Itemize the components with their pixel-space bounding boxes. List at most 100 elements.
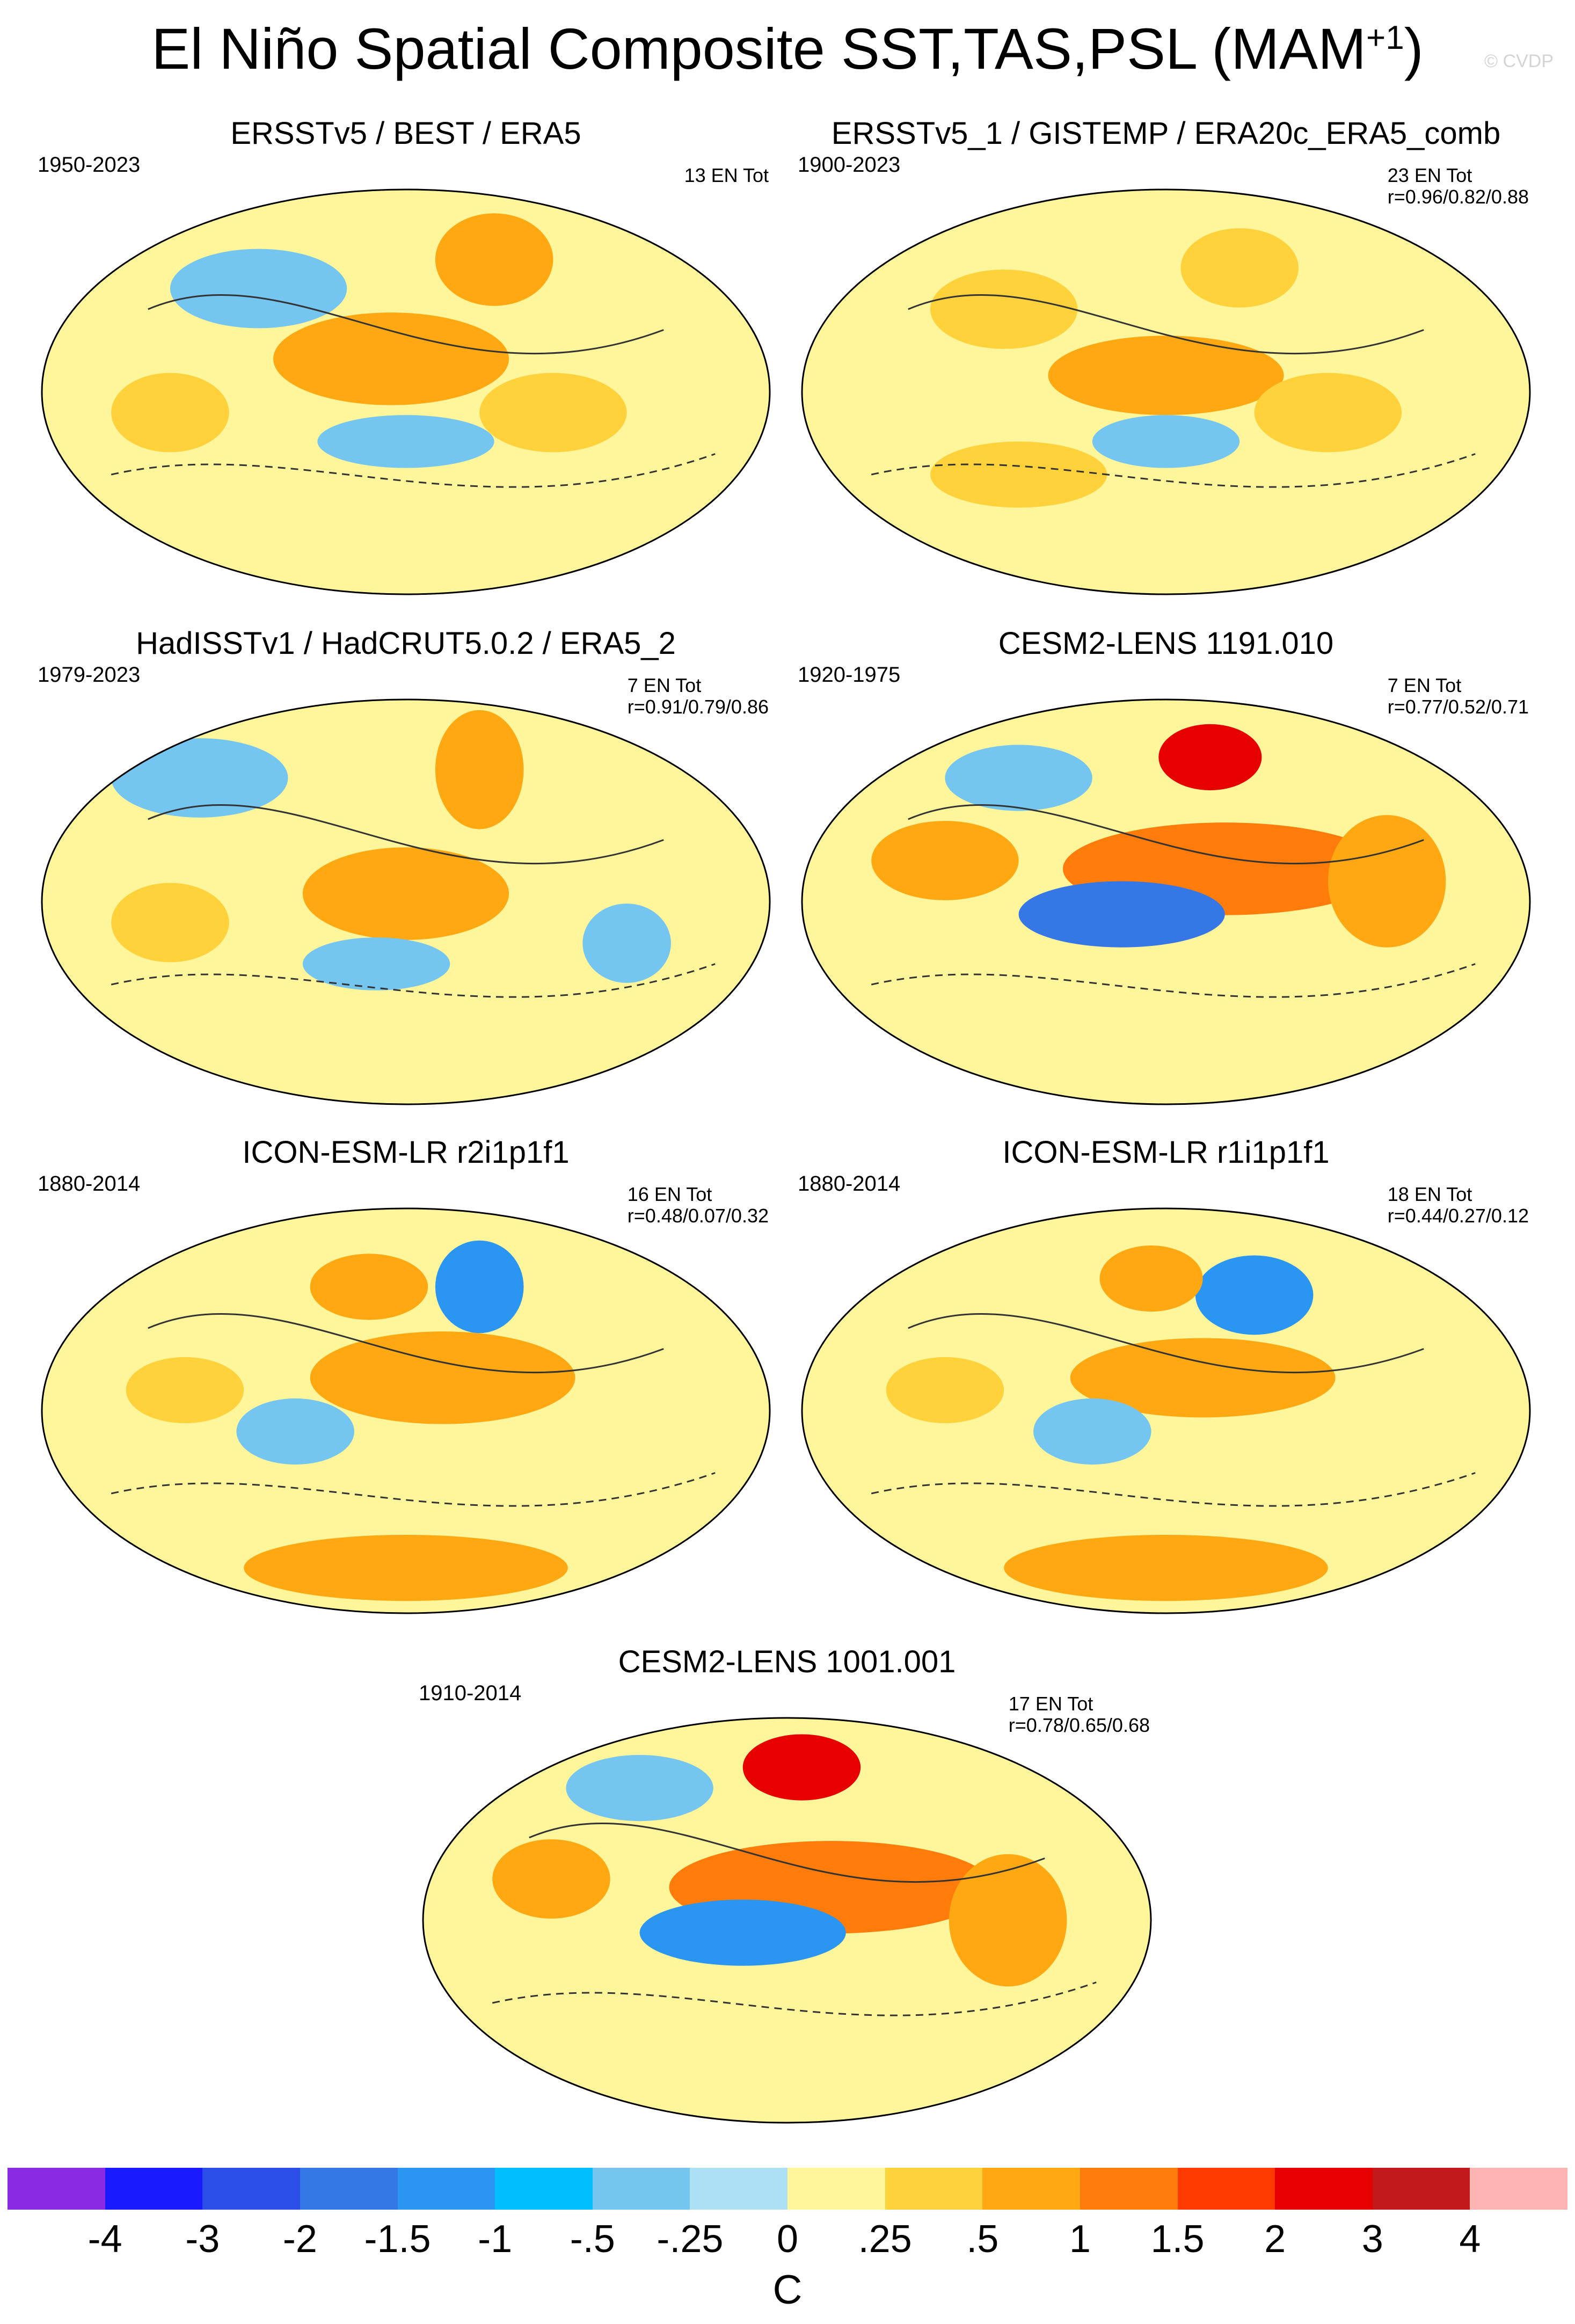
robinson-map xyxy=(41,188,771,595)
panel-event-count: 18 EN Tot xyxy=(1387,1183,1472,1205)
colorbar-swatch xyxy=(300,2168,398,2210)
colorbar-swatch xyxy=(202,2168,300,2210)
psl-contour-negative xyxy=(871,1472,1476,1507)
panel-correlation: r=0.91/0.79/0.86 xyxy=(627,696,769,718)
panel-years: 1880-2014 xyxy=(38,1172,141,1196)
anomaly-region xyxy=(317,415,494,468)
anomaly-region xyxy=(1048,336,1284,416)
colorbar-swatch xyxy=(1275,2168,1373,2210)
colorbar-tick-label: -4 xyxy=(88,2218,122,2261)
anomaly-region xyxy=(1254,373,1402,453)
colorbar-swatch xyxy=(397,2168,495,2210)
panel-event-count: 7 EN Tot xyxy=(1387,674,1462,696)
anomaly-region xyxy=(302,847,509,940)
psl-contour-negative xyxy=(871,453,1476,488)
colorbar-tick-label: 2 xyxy=(1264,2218,1286,2261)
colorbar-swatch xyxy=(1470,2168,1567,2210)
anomaly-region xyxy=(170,249,347,329)
panel-years: 1979-2023 xyxy=(38,663,141,687)
anomaly-region xyxy=(435,1240,524,1334)
anomaly-region xyxy=(111,373,229,453)
panel-event-count: 23 EN Tot xyxy=(1387,164,1472,186)
robinson-map xyxy=(41,1207,771,1614)
colorbar-tick-label: -.25 xyxy=(657,2218,724,2261)
panel-title: ERSSTv5 / BEST / ERA5 xyxy=(230,116,581,151)
anomaly-region xyxy=(1328,815,1446,948)
anomaly-region xyxy=(310,1331,575,1424)
anomaly-region xyxy=(126,1357,244,1424)
anomaly-region xyxy=(1099,1245,1203,1312)
anomaly-region xyxy=(111,738,288,818)
anomaly-region xyxy=(930,441,1107,508)
anomaly-region xyxy=(1018,881,1225,948)
colorbar-tick-label: 0 xyxy=(776,2218,799,2261)
colorbar-swatch xyxy=(495,2168,593,2210)
panel-event-count: 7 EN Tot xyxy=(627,674,702,696)
map-border xyxy=(801,1207,1531,1614)
map-panel-7: CESM2-LENS 1001.001 1910-2014 17 EN Tot r… xyxy=(419,1644,1155,2127)
anomaly-region xyxy=(930,269,1078,349)
colorbar-units: C xyxy=(772,2267,803,2313)
panel-count: 23 EN Tot r=0.96/0.82/0.88 xyxy=(1387,164,1529,208)
anomaly-region xyxy=(871,821,1019,900)
panel-years: 1880-2014 xyxy=(798,1172,901,1196)
robinson-map xyxy=(801,1207,1531,1614)
map-panel-5: ICON-ESM-LR r2i1p1f1 1880-2014 16 EN Tot… xyxy=(38,1134,774,1618)
colorbar xyxy=(8,2168,1567,2210)
panel-correlation: r=0.96/0.82/0.88 xyxy=(1387,186,1529,208)
map-panel-1: ERSSTv5 / BEST / ERA5 1950-2023 13 EN To… xyxy=(38,115,774,599)
anomaly-region xyxy=(582,904,671,983)
anomaly-region xyxy=(111,883,229,963)
psl-contour xyxy=(148,294,664,355)
map-panel-3: HadISSTv1 / HadCRUT5.0.2 / ERA5_2 1979-2… xyxy=(38,625,774,1109)
robinson-map xyxy=(41,698,771,1105)
anomaly-region xyxy=(244,1535,568,1601)
panel-event-count: 17 EN Tot xyxy=(1008,1693,1093,1715)
robinson-map xyxy=(422,1717,1152,2124)
panel-event-count: 16 EN Tot xyxy=(627,1183,712,1205)
colorbar-tick-label: -1.5 xyxy=(364,2218,431,2261)
map-border xyxy=(422,1717,1152,2124)
psl-contour xyxy=(908,804,1424,865)
panel-event-count: 13 EN Tot xyxy=(684,164,769,186)
panel-title: CESM2-LENS 1001.001 xyxy=(618,1644,956,1679)
colorbar-tick-label: 1.5 xyxy=(1150,2218,1205,2261)
colorbar-swatch xyxy=(8,2168,105,2210)
panel-count: 13 EN Tot xyxy=(684,164,769,186)
colorbar-tick-label: 1 xyxy=(1069,2218,1091,2261)
psl-contour xyxy=(148,1313,664,1374)
panel-years: 1900-2023 xyxy=(798,153,901,177)
figure-title: El Niño Spatial Composite SST,TAS,PSL (M… xyxy=(0,15,1575,82)
anomaly-region xyxy=(1195,1255,1314,1335)
anomaly-region xyxy=(886,1357,1004,1424)
colorbar-swatch xyxy=(690,2168,788,2210)
colorbar-tick-label: -3 xyxy=(185,2218,220,2261)
map-border xyxy=(41,1207,771,1614)
anomaly-region xyxy=(1004,1535,1328,1601)
anomaly-region xyxy=(742,1734,861,1801)
psl-contour-negative xyxy=(111,963,716,998)
map-border xyxy=(41,188,771,595)
colorbar-swatch xyxy=(105,2168,203,2210)
anomaly-region xyxy=(1158,724,1262,791)
anomaly-region xyxy=(435,213,553,306)
robinson-map xyxy=(801,698,1531,1105)
colorbar-tick-label: -1 xyxy=(478,2218,513,2261)
colorbar-swatch xyxy=(788,2168,885,2210)
panel-years: 1950-2023 xyxy=(38,153,141,177)
anomaly-region xyxy=(492,1839,610,1919)
colorbar-swatch xyxy=(1177,2168,1275,2210)
anomaly-region xyxy=(1180,228,1299,308)
psl-contour-negative xyxy=(111,1472,716,1507)
colorbar-tick-label: .25 xyxy=(858,2218,912,2261)
colorbar-swatch xyxy=(592,2168,690,2210)
anomaly-region xyxy=(236,1398,354,1465)
panel-count: 17 EN Tot r=0.78/0.65/0.68 xyxy=(1009,1693,1150,1737)
map-panel-4: CESM2-LENS 1191.010 1920-1975 7 EN Tot r=… xyxy=(798,625,1534,1109)
colorbar-swatch xyxy=(1080,2168,1178,2210)
figure-title-superscript: +1 xyxy=(1366,19,1404,56)
panel-title: ICON-ESM-LR r1i1p1f1 xyxy=(1002,1135,1330,1170)
anomaly-region xyxy=(302,937,450,990)
anomaly-region xyxy=(310,1254,428,1320)
panel-years: 1910-2014 xyxy=(419,1681,522,1705)
